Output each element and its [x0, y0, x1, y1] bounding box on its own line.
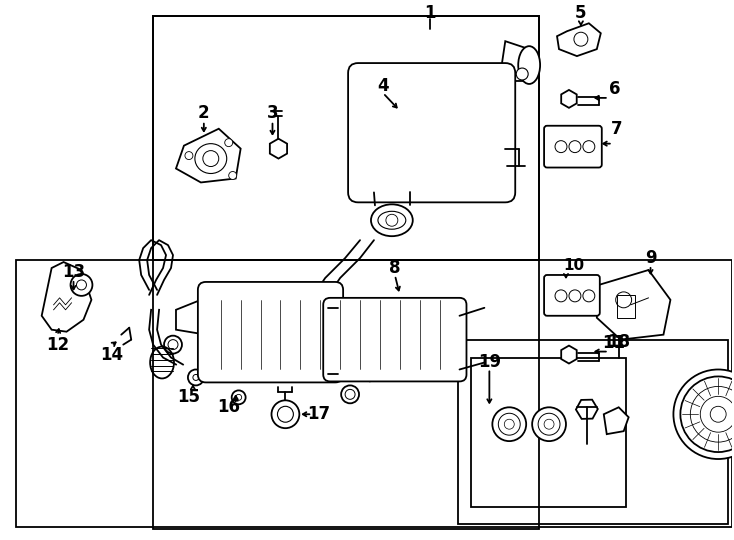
Ellipse shape: [673, 369, 734, 459]
Text: 8: 8: [389, 259, 401, 277]
Text: 19: 19: [478, 353, 501, 370]
Ellipse shape: [518, 46, 540, 84]
Circle shape: [498, 413, 520, 435]
Circle shape: [76, 280, 87, 290]
Circle shape: [555, 140, 567, 153]
Polygon shape: [176, 129, 241, 183]
FancyBboxPatch shape: [198, 282, 343, 382]
Polygon shape: [499, 41, 529, 81]
Circle shape: [569, 290, 581, 302]
Polygon shape: [176, 298, 206, 335]
Circle shape: [277, 406, 294, 422]
Circle shape: [168, 340, 178, 349]
Text: 7: 7: [611, 120, 622, 138]
Circle shape: [711, 406, 726, 422]
Circle shape: [164, 336, 182, 354]
Circle shape: [188, 369, 204, 386]
Ellipse shape: [371, 204, 413, 236]
Circle shape: [583, 140, 595, 153]
Text: 10: 10: [564, 258, 584, 273]
Circle shape: [203, 151, 219, 166]
Text: 12: 12: [46, 336, 69, 354]
FancyBboxPatch shape: [348, 63, 515, 202]
Text: 2: 2: [198, 104, 210, 122]
Bar: [471, 357, 625, 507]
Text: 17: 17: [307, 405, 330, 423]
Circle shape: [516, 68, 528, 80]
Polygon shape: [604, 407, 628, 434]
Polygon shape: [42, 262, 92, 332]
Text: 9: 9: [644, 249, 656, 267]
Text: 6: 6: [609, 80, 620, 98]
Circle shape: [555, 290, 567, 302]
Circle shape: [341, 386, 359, 403]
Text: 5: 5: [575, 4, 586, 22]
Circle shape: [493, 407, 526, 441]
Circle shape: [504, 419, 515, 429]
Circle shape: [538, 413, 560, 435]
Circle shape: [700, 396, 734, 432]
Circle shape: [544, 419, 554, 429]
Circle shape: [574, 32, 588, 46]
Circle shape: [232, 390, 246, 404]
Bar: [153, 16, 539, 260]
FancyBboxPatch shape: [323, 298, 467, 381]
Circle shape: [225, 139, 233, 147]
Circle shape: [386, 214, 398, 226]
Text: 13: 13: [62, 263, 85, 281]
Polygon shape: [597, 270, 670, 340]
Circle shape: [583, 290, 595, 302]
Bar: [16, 260, 732, 526]
Circle shape: [616, 292, 632, 308]
Circle shape: [70, 274, 92, 296]
Bar: [153, 16, 539, 260]
Circle shape: [691, 387, 734, 442]
Circle shape: [193, 374, 199, 380]
Circle shape: [229, 172, 236, 179]
Circle shape: [569, 140, 581, 153]
Text: 15: 15: [178, 388, 200, 406]
Circle shape: [236, 394, 241, 400]
Bar: [617, 295, 635, 318]
Bar: [153, 260, 539, 529]
Text: 11: 11: [602, 334, 625, 352]
Text: 3: 3: [266, 104, 278, 122]
Polygon shape: [557, 23, 601, 56]
FancyBboxPatch shape: [544, 126, 602, 167]
Text: 4: 4: [377, 77, 389, 95]
Text: 16: 16: [217, 399, 240, 416]
Text: 18: 18: [607, 333, 631, 350]
Text: 14: 14: [100, 346, 123, 363]
Circle shape: [185, 152, 193, 160]
Circle shape: [532, 407, 566, 441]
FancyBboxPatch shape: [544, 275, 600, 316]
Ellipse shape: [195, 144, 227, 173]
Ellipse shape: [378, 211, 406, 229]
Bar: [457, 340, 728, 524]
Circle shape: [345, 389, 355, 400]
Text: 1: 1: [424, 4, 435, 22]
Circle shape: [680, 376, 734, 452]
Circle shape: [272, 400, 299, 428]
